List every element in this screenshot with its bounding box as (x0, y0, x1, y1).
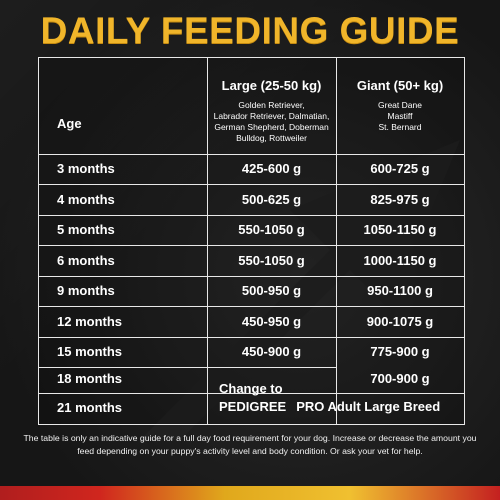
large-amount-cell: 500-625 g (241, 192, 302, 207)
giant-size-label: Giant (50+ kg) (356, 78, 444, 93)
row-divider (39, 215, 464, 216)
giant-column-header: Giant (50+ kg) Great Dane Mastiff St. Be… (336, 78, 464, 133)
breed-line: Labrador Retriever, Dalmatian, (213, 111, 330, 121)
footnote: The table is only an indicative guide fo… (23, 433, 477, 456)
age-cell: 5 months (57, 222, 115, 237)
row-divider (39, 367, 336, 368)
row-divider (39, 393, 464, 394)
page-title: DAILY FEEDING GUIDE (40, 10, 460, 51)
large-size-label: Large (25-50 kg) (221, 78, 322, 93)
age-cell: 12 months (57, 314, 123, 329)
giant-amount-cell: 600-725 g (370, 161, 430, 176)
large-amount-cell: 500-950 g (241, 283, 302, 298)
row-divider (39, 184, 464, 185)
giant-amount-cell: 1000-1150 g (363, 253, 437, 268)
giant-amount-cell: 900-1075 g (366, 314, 434, 329)
age-cell: 18 months (57, 371, 123, 386)
breed-line: German Shepherd, Doberman (214, 122, 329, 132)
giant-amount-cell: 700-900 g (370, 371, 430, 386)
product-name: PRO Adult Large Breed (296, 399, 441, 414)
age-cell: 3 months (57, 161, 115, 176)
large-amount-cell: 450-900 g (241, 344, 302, 359)
age-cell: 6 months (57, 253, 115, 268)
row-divider (39, 245, 464, 246)
giant-amount-cell: 775-900 g (370, 344, 430, 359)
row-divider (39, 154, 464, 155)
giant-breeds: Great Dane Mastiff St. Bernard (336, 100, 464, 133)
age-column-header: Age (57, 116, 82, 131)
breed-line: Great Dane (378, 100, 422, 110)
breed-line: Golden Retriever, (238, 100, 305, 110)
large-amount-cell: 425-600 g (241, 161, 302, 176)
large-amount-cell: 550-1050 g (238, 222, 305, 237)
feeding-table: Age Large (25-50 kg) Golden Retriever, L… (38, 57, 465, 425)
row-divider (39, 306, 464, 307)
change-to-note: Change to PEDIGREE PRO Adult Large Breed (219, 380, 479, 416)
giant-amount-cell: 950-1100 g (367, 283, 433, 298)
age-cell: 15 months (57, 344, 123, 359)
column-divider (336, 58, 337, 424)
change-to-label: Change to (219, 381, 283, 396)
large-amount-cell: 550-1050 g (238, 253, 305, 268)
row-divider (39, 337, 464, 338)
row-divider (39, 276, 464, 277)
age-cell: 4 months (57, 192, 115, 207)
large-column-header: Large (25-50 kg) Golden Retriever, Labra… (207, 78, 336, 144)
column-divider (207, 58, 208, 424)
bottom-color-stripe (0, 486, 500, 500)
breed-line: Bulldog, Rottweiler (236, 133, 307, 143)
breed-line: Mastiff (387, 111, 413, 121)
age-cell: 21 months (57, 400, 123, 415)
large-amount-cell: 450-950 g (241, 314, 302, 329)
brand-name: PEDIGREE (219, 399, 287, 414)
breed-line: St. Bernard (378, 122, 422, 132)
giant-amount-cell: 825-975 g (370, 192, 430, 207)
age-cell: 9 months (57, 283, 115, 298)
change-to-product: PEDIGREE PRO Adult Large Breed (219, 398, 479, 416)
large-breeds: Golden Retriever, Labrador Retriever, Da… (207, 100, 336, 144)
giant-amount-cell: 1050-1150 g (363, 222, 437, 237)
